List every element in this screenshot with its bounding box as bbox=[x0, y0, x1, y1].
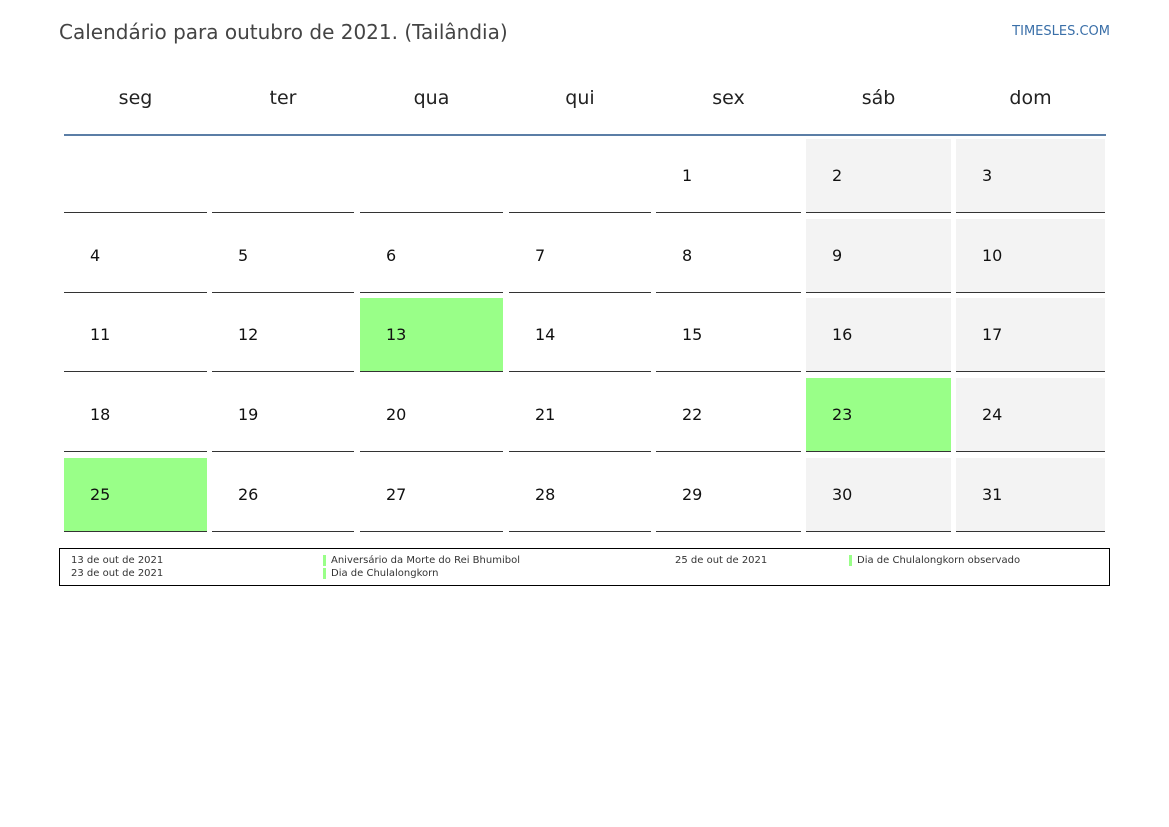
site-link[interactable]: TIMESLES.COM bbox=[1012, 24, 1110, 39]
day-cell-13[interactable]: 13 bbox=[360, 298, 503, 372]
day-cell-30[interactable]: 30 bbox=[806, 458, 951, 532]
day-cell-27[interactable]: 27 bbox=[360, 458, 503, 532]
weekday-seg: seg bbox=[118, 87, 153, 109]
day-number: 6 bbox=[386, 246, 397, 265]
weekday-sex: sex bbox=[712, 87, 745, 109]
holiday-legend: 13 de out de 2021 Aniversário da Morte d… bbox=[59, 548, 1110, 586]
day-number: 25 bbox=[90, 485, 111, 504]
day-number: 4 bbox=[90, 246, 101, 265]
weekday-sáb: sáb bbox=[861, 87, 896, 109]
day-number: 23 bbox=[832, 405, 853, 424]
day-number: 13 bbox=[386, 325, 407, 344]
legend-date: 13 de out de 2021 bbox=[71, 555, 164, 566]
day-cell-1[interactable]: 1 bbox=[656, 139, 801, 213]
day-cell-empty bbox=[212, 139, 354, 213]
day-number: 14 bbox=[535, 325, 556, 344]
day-number: 7 bbox=[535, 246, 546, 265]
day-cell-12[interactable]: 12 bbox=[212, 298, 354, 372]
day-cell-17[interactable]: 17 bbox=[956, 298, 1105, 372]
day-number: 28 bbox=[535, 485, 556, 504]
day-number: 18 bbox=[90, 405, 111, 424]
weekday-dom: dom bbox=[1009, 87, 1052, 109]
day-cell-5[interactable]: 5 bbox=[212, 219, 354, 293]
day-number: 5 bbox=[238, 246, 249, 265]
holiday-color-swatch bbox=[323, 555, 326, 566]
day-cell-3[interactable]: 3 bbox=[956, 139, 1105, 213]
page-title: Calendário para outubro de 2021. (Tailân… bbox=[59, 20, 508, 44]
day-number: 3 bbox=[982, 166, 993, 185]
day-cell-26[interactable]: 26 bbox=[212, 458, 354, 532]
day-cell-empty bbox=[360, 139, 503, 213]
weekday-qui: qui bbox=[565, 87, 595, 109]
day-number: 21 bbox=[535, 405, 556, 424]
day-number: 8 bbox=[682, 246, 693, 265]
day-cell-empty bbox=[64, 139, 207, 213]
day-number: 26 bbox=[238, 485, 259, 504]
day-number: 20 bbox=[386, 405, 407, 424]
day-cell-7[interactable]: 7 bbox=[509, 219, 651, 293]
day-number: 27 bbox=[386, 485, 407, 504]
day-cell-19[interactable]: 19 bbox=[212, 378, 354, 452]
weekday-header: seg ter qua qui sex sáb dom bbox=[64, 60, 1106, 136]
day-number: 31 bbox=[982, 485, 1003, 504]
legend-date: 23 de out de 2021 bbox=[71, 568, 164, 579]
day-number: 30 bbox=[832, 485, 853, 504]
day-cell-28[interactable]: 28 bbox=[509, 458, 651, 532]
day-cell-15[interactable]: 15 bbox=[656, 298, 801, 372]
day-cell-10[interactable]: 10 bbox=[956, 219, 1105, 293]
day-cell-6[interactable]: 6 bbox=[360, 219, 503, 293]
day-number: 12 bbox=[238, 325, 259, 344]
weekday-qua: qua bbox=[413, 87, 450, 109]
legend-holiday-name: Aniversário da Morte do Rei Bhumibol bbox=[331, 555, 520, 566]
day-number: 11 bbox=[90, 325, 111, 344]
day-number: 2 bbox=[832, 166, 843, 185]
day-cell-empty bbox=[509, 139, 651, 213]
legend-holiday-name: Dia de Chulalongkorn bbox=[331, 568, 439, 579]
day-number: 24 bbox=[982, 405, 1003, 424]
day-cell-8[interactable]: 8 bbox=[656, 219, 801, 293]
day-cell-24[interactable]: 24 bbox=[956, 378, 1105, 452]
day-cell-11[interactable]: 11 bbox=[64, 298, 207, 372]
day-cell-4[interactable]: 4 bbox=[64, 219, 207, 293]
holiday-color-swatch bbox=[849, 555, 852, 566]
day-number: 10 bbox=[982, 246, 1003, 265]
day-cell-14[interactable]: 14 bbox=[509, 298, 651, 372]
holiday-color-swatch bbox=[323, 568, 326, 579]
weekday-ter: ter bbox=[269, 87, 297, 109]
day-number: 16 bbox=[832, 325, 853, 344]
day-cell-29[interactable]: 29 bbox=[656, 458, 801, 532]
day-number: 9 bbox=[832, 246, 843, 265]
day-number: 1 bbox=[682, 166, 693, 185]
day-cell-20[interactable]: 20 bbox=[360, 378, 503, 452]
day-cell-9[interactable]: 9 bbox=[806, 219, 951, 293]
day-cell-2[interactable]: 2 bbox=[806, 139, 951, 213]
legend-date: 25 de out de 2021 bbox=[675, 555, 768, 566]
day-cell-16[interactable]: 16 bbox=[806, 298, 951, 372]
day-number: 17 bbox=[982, 325, 1003, 344]
day-cell-21[interactable]: 21 bbox=[509, 378, 651, 452]
day-cell-23[interactable]: 23 bbox=[806, 378, 951, 452]
day-cell-18[interactable]: 18 bbox=[64, 378, 207, 452]
day-number: 29 bbox=[682, 485, 703, 504]
legend-holiday-name: Dia de Chulalongkorn observado bbox=[857, 555, 1021, 566]
day-number: 15 bbox=[682, 325, 703, 344]
day-number: 19 bbox=[238, 405, 259, 424]
day-number: 22 bbox=[682, 405, 703, 424]
day-cell-25[interactable]: 25 bbox=[64, 458, 207, 532]
day-cell-31[interactable]: 31 bbox=[956, 458, 1105, 532]
day-cell-22[interactable]: 22 bbox=[656, 378, 801, 452]
